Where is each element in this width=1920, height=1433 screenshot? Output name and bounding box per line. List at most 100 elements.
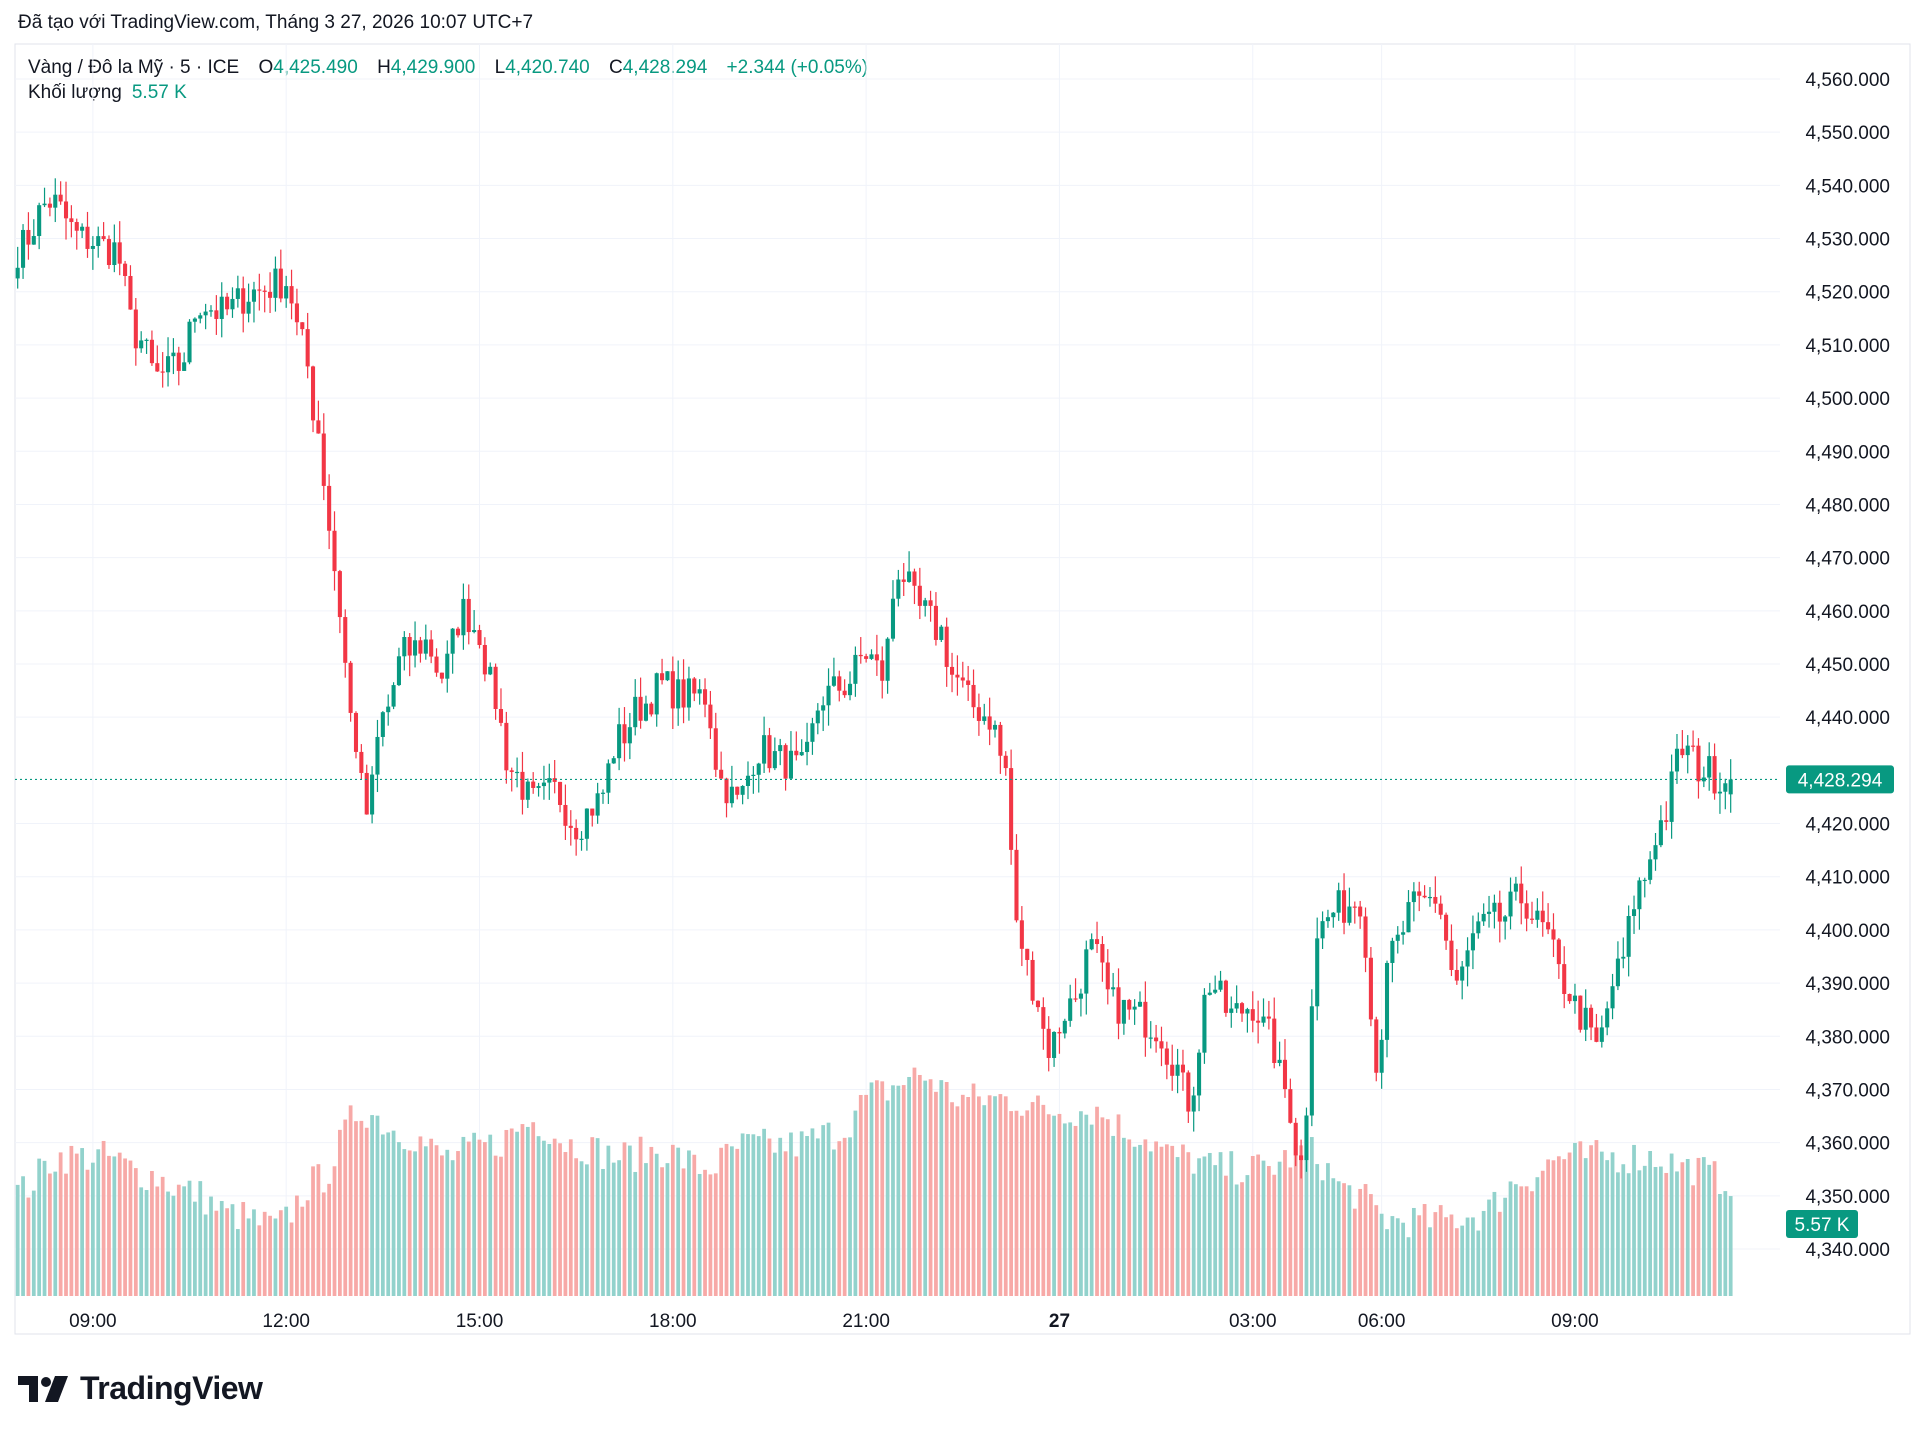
candle-body — [966, 680, 971, 685]
candle-body — [692, 678, 697, 694]
volume-bar — [1202, 1156, 1207, 1296]
volume-bar — [1465, 1217, 1470, 1296]
candle-body — [622, 724, 627, 744]
high-label: H — [377, 57, 391, 78]
candle-body — [998, 724, 1003, 756]
volume-bar — [1556, 1156, 1561, 1296]
candle-body — [606, 763, 611, 793]
candle-body — [1261, 1016, 1266, 1023]
candle-body — [166, 356, 171, 373]
candle-body — [923, 600, 928, 606]
candle-body — [788, 750, 793, 779]
candle-body — [337, 571, 342, 618]
candle-body — [1035, 1000, 1041, 1008]
candle-body — [1245, 1009, 1250, 1014]
symbol-title[interactable]: Vàng / Đô la Mỹ · 5 · ICE — [28, 57, 240, 78]
candle-body — [1315, 938, 1320, 1007]
volume-bar — [670, 1144, 675, 1296]
candle-body — [600, 792, 606, 794]
candle-body — [1524, 903, 1529, 919]
candle-body — [380, 712, 385, 737]
time-tick-label: 09:00 — [69, 1311, 117, 1332]
candle-body — [1562, 964, 1567, 994]
volume-bar — [1105, 1119, 1110, 1296]
volume-bar — [950, 1102, 954, 1296]
candle-body — [976, 707, 981, 721]
change-value: +2.344 (+0.05%) — [726, 57, 869, 78]
candle-body — [1331, 912, 1336, 918]
volume-bar — [241, 1202, 246, 1296]
volume-bar — [1122, 1137, 1126, 1296]
candle-body — [810, 723, 815, 742]
candle-body — [1605, 1008, 1610, 1028]
volume-bar — [1390, 1216, 1395, 1296]
candle-body — [176, 352, 181, 371]
price-axis[interactable]: 4,560.000 4,550.000 4,540.000 4,530.000 4,52… — [1805, 70, 1890, 1261]
volume-bar — [1347, 1185, 1352, 1296]
candle-body — [617, 724, 622, 759]
price-tick-label: 4,420.000 — [1805, 815, 1890, 836]
candle-body — [1057, 1031, 1062, 1034]
candle-body — [455, 628, 461, 636]
volume-bar — [1530, 1191, 1534, 1296]
candle-body — [1100, 944, 1105, 963]
candle-body — [536, 786, 541, 788]
price-tick-label: 4,520.000 — [1805, 283, 1890, 304]
volume-bar — [225, 1208, 229, 1296]
price-chart[interactable]: 4,560.000 4,550.000 4,540.000 4,530.000 4,52… — [0, 0, 1920, 1350]
candle-body — [1578, 995, 1583, 1030]
candle-body — [42, 203, 47, 206]
volume-bar — [252, 1209, 256, 1296]
volume-bar — [488, 1134, 493, 1296]
candle-body — [1105, 962, 1110, 990]
candle-body — [439, 672, 444, 679]
candle-body — [1669, 771, 1674, 822]
volume-bar — [1336, 1181, 1341, 1296]
volume-bar — [633, 1171, 638, 1296]
volume-bar — [262, 1211, 267, 1296]
volume-label[interactable]: Khối lượng — [28, 82, 122, 103]
candle-body — [251, 289, 257, 302]
volume-bar — [1062, 1123, 1067, 1296]
candle-body — [1546, 922, 1551, 930]
candlesticks — [15, 178, 1733, 1179]
candle-body — [735, 786, 740, 795]
volume-bar — [547, 1143, 552, 1296]
volume-bar — [273, 1218, 278, 1296]
volume-bar — [359, 1120, 364, 1296]
candle-body — [1637, 880, 1642, 910]
volume-bar — [810, 1128, 815, 1296]
candle-body — [1379, 1039, 1384, 1073]
volume-bar — [987, 1095, 992, 1296]
volume-bar — [166, 1191, 170, 1296]
volume-bar — [1019, 1115, 1024, 1296]
candle-body — [713, 728, 718, 770]
candle-body — [445, 653, 450, 679]
candle-body — [332, 530, 337, 572]
volume-bar — [1454, 1228, 1459, 1296]
volume-bar — [278, 1210, 283, 1296]
candle-body — [1492, 902, 1497, 912]
candle-body — [853, 654, 858, 684]
volume-bar — [1680, 1162, 1685, 1296]
tradingview-logo[interactable]: TradingView — [18, 1370, 263, 1407]
candle-body — [1213, 989, 1218, 993]
candle-body — [273, 268, 278, 298]
candle-body — [1540, 910, 1545, 923]
candle-body — [1089, 939, 1094, 950]
candle-body — [885, 638, 890, 681]
volume-bar — [1272, 1174, 1277, 1296]
candle-body — [1127, 999, 1132, 1010]
time-axis[interactable]: 09:00 12:00 15:00 18:00 21:00 27 03:00 06:00 09:… — [69, 1311, 1599, 1332]
volume-bar — [203, 1214, 208, 1296]
current-price-tag-label: 4,428.294 — [1798, 770, 1883, 791]
candle-body — [783, 745, 788, 779]
volume-bar — [407, 1150, 412, 1296]
candle-body — [407, 636, 412, 656]
candle-body — [740, 785, 745, 795]
candle-body — [1014, 849, 1019, 921]
volume-bar — [80, 1148, 85, 1296]
candle-body — [1707, 756, 1712, 778]
volume-bar — [713, 1173, 718, 1296]
volume-bar — [1261, 1160, 1266, 1296]
